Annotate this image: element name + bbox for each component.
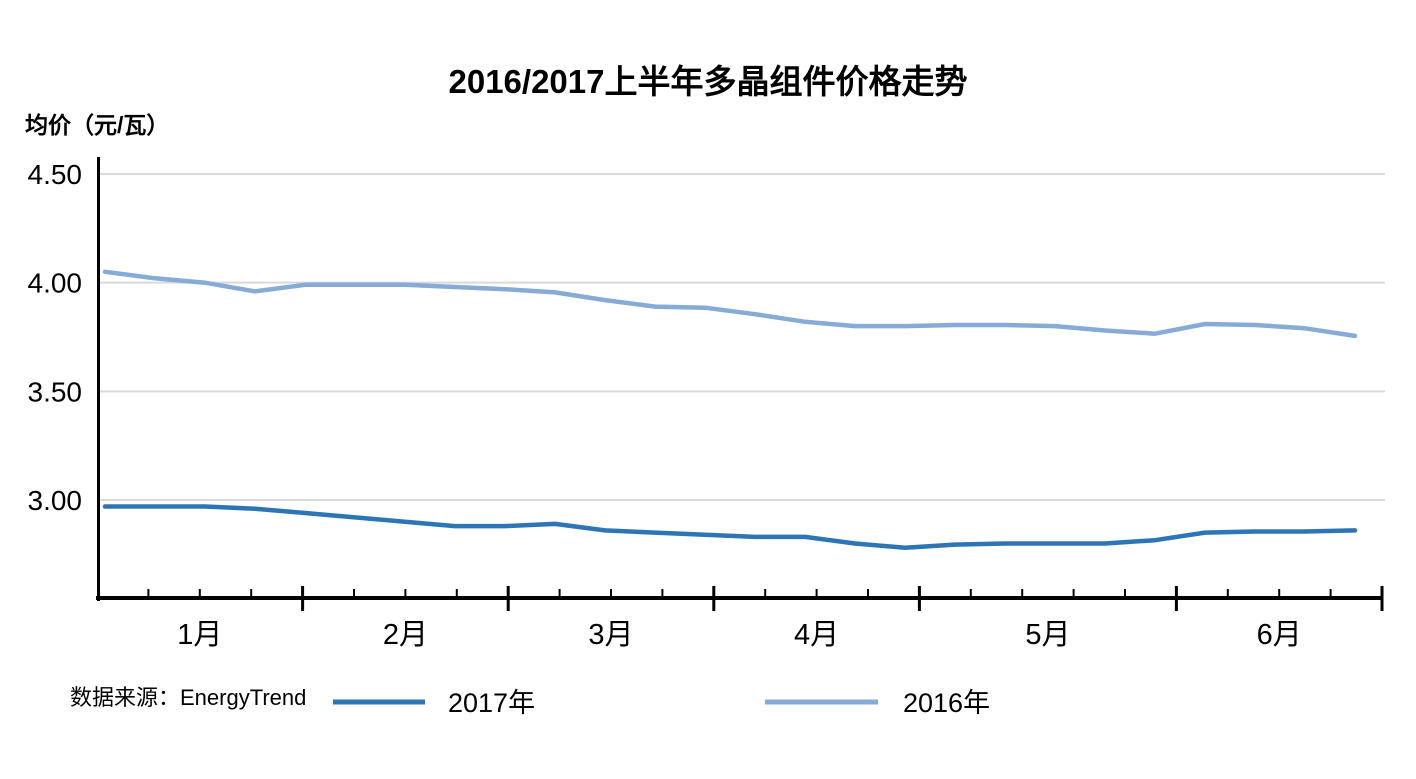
x-month-label: 5月 bbox=[1025, 619, 1070, 651]
y-tick-label: 3.50 bbox=[28, 376, 83, 407]
axes bbox=[96, 157, 1382, 601]
y-tick-label: 4.50 bbox=[28, 159, 83, 190]
gridlines bbox=[97, 173, 1385, 501]
x-month-labels: 1月 2月 3月 4月 5月 6月 bbox=[177, 619, 1302, 651]
source-text: 数据来源：EnergyTrend bbox=[70, 685, 306, 710]
x-axis-ticks bbox=[147, 586, 1384, 611]
x-month-label: 6月 bbox=[1257, 619, 1302, 651]
series-line-2016 bbox=[102, 269, 1358, 339]
y-tick-labels: 4.50 4.00 3.50 3.00 bbox=[28, 159, 83, 516]
y-tick-label: 4.00 bbox=[28, 268, 83, 299]
legend: 2017年 2016年 bbox=[333, 688, 990, 718]
y-axis-label: 均价（元/瓦） bbox=[25, 112, 169, 138]
x-month-label: 2月 bbox=[383, 619, 428, 651]
legend-item-2017: 2017年 bbox=[333, 688, 535, 718]
series-line-2017 bbox=[102, 504, 1358, 551]
y-tick-label: 3.00 bbox=[28, 485, 83, 516]
x-month-label: 1月 bbox=[177, 619, 222, 651]
x-month-label: 3月 bbox=[588, 619, 633, 651]
legend-label-2017: 2017年 bbox=[448, 688, 535, 718]
legend-label-2016: 2016年 bbox=[903, 688, 990, 718]
series-lines bbox=[102, 269, 1358, 551]
x-month-label: 4月 bbox=[794, 619, 839, 651]
chart-title: 2016/2017上半年多晶组件价格走势 bbox=[449, 63, 968, 100]
legend-item-2016: 2016年 bbox=[765, 688, 990, 718]
